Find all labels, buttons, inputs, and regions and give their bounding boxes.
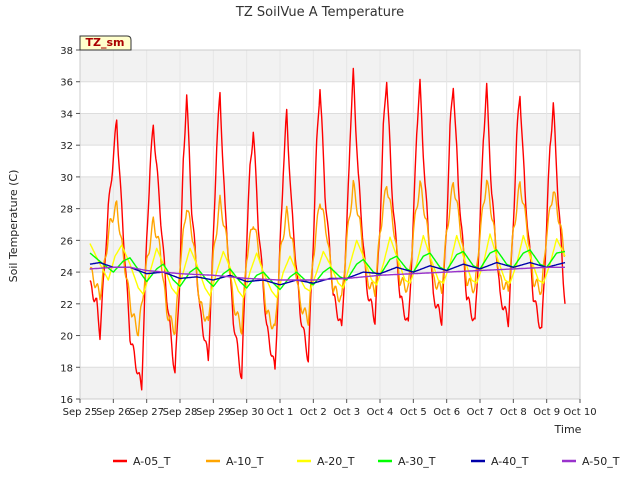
series-layer bbox=[89, 67, 566, 391]
y-tick-label: 16 bbox=[60, 395, 73, 406]
series-line-a-50-t bbox=[90, 266, 565, 281]
x-tick-label: Oct 7 bbox=[467, 407, 494, 418]
legend: A-05_T A-10_T A-20_T A-30_T A-40_T A-50_T bbox=[113, 455, 620, 468]
plot-area-frame bbox=[79, 49, 581, 400]
series-badge: TZ_sm bbox=[79, 35, 132, 51]
x-tick-label: Sep 30 bbox=[229, 407, 264, 418]
legend-item-a-30-t: A-30_T bbox=[378, 455, 436, 468]
y-tick-label: 20 bbox=[60, 332, 73, 343]
x-tick-label: Sep 26 bbox=[96, 407, 131, 418]
x-axis-label: Time bbox=[554, 423, 582, 436]
grid-lines bbox=[79, 49, 581, 400]
x-tick-label: Oct 3 bbox=[333, 407, 360, 418]
grid-band bbox=[80, 176, 580, 209]
y-tick-label: 32 bbox=[60, 141, 73, 152]
plot-bands bbox=[80, 50, 580, 399]
y-tick-label: 18 bbox=[60, 363, 73, 374]
legend-label: A-40_T bbox=[491, 455, 529, 468]
y-axis-ticks: 16 18 20 22 24 26 28 30 32 34 36 38 bbox=[60, 46, 80, 406]
x-tick-label: Sep 27 bbox=[129, 407, 164, 418]
x-tick-label: Oct 9 bbox=[533, 407, 560, 418]
y-tick-label: 36 bbox=[60, 78, 73, 89]
legend-label: A-20_T bbox=[317, 455, 355, 468]
x-tick-label: Oct 4 bbox=[367, 407, 394, 418]
grid-band bbox=[80, 50, 580, 82]
legend-label: A-05_T bbox=[133, 455, 171, 468]
grid-band bbox=[80, 303, 580, 336]
x-tick-label: Sep 29 bbox=[196, 407, 231, 418]
x-tick-label: Oct 10 bbox=[563, 407, 596, 418]
series-line-a-10-t bbox=[89, 179, 565, 337]
series-line-a-05-t bbox=[89, 67, 566, 391]
badge-label: TZ_sm bbox=[86, 36, 125, 49]
y-axis-label: Soil Temperature (C) bbox=[7, 170, 20, 283]
x-tick-label: Oct 1 bbox=[267, 407, 294, 418]
badge-background bbox=[79, 35, 132, 51]
legend-item-a-40-t: A-40_T bbox=[471, 455, 529, 468]
x-tick-label: Sep 28 bbox=[163, 407, 198, 418]
y-tick-label: 28 bbox=[60, 205, 73, 216]
legend-item-a-10-t: A-10_T bbox=[206, 455, 264, 468]
grid-band bbox=[80, 113, 580, 146]
y-tick-label: 38 bbox=[60, 46, 73, 57]
y-tick-label: 30 bbox=[60, 173, 73, 184]
chart-title: TZ SoilVue A Temperature bbox=[235, 5, 404, 20]
y-tick-label: 24 bbox=[60, 268, 73, 279]
x-tick-label: Sep 25 bbox=[63, 407, 98, 418]
x-tick-label: Oct 8 bbox=[500, 407, 527, 418]
legend-item-a-05-t: A-05_T bbox=[113, 455, 171, 468]
legend-label: A-30_T bbox=[398, 455, 436, 468]
legend-item-a-50-t: A-50_T bbox=[562, 455, 620, 468]
x-tick-label: Oct 2 bbox=[300, 407, 327, 418]
series-line-a-30-t bbox=[89, 249, 566, 291]
series-line-a-20-t bbox=[89, 233, 566, 299]
x-tick-label: Oct 6 bbox=[433, 407, 460, 418]
y-tick-label: 34 bbox=[60, 109, 73, 120]
x-tick-label: Oct 5 bbox=[400, 407, 427, 418]
legend-label: A-50_T bbox=[582, 455, 620, 468]
grid-band bbox=[80, 367, 580, 399]
legend-item-a-20-t: A-20_T bbox=[297, 455, 355, 468]
y-tick-label: 22 bbox=[60, 300, 73, 311]
y-tick-label: 26 bbox=[60, 236, 73, 247]
legend-label: A-10_T bbox=[226, 455, 264, 468]
